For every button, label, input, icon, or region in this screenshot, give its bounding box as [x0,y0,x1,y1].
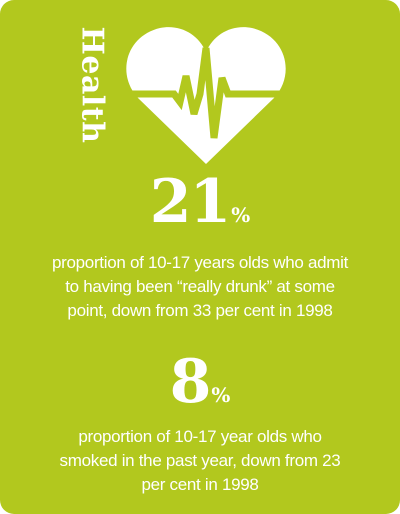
stat-drunk-value: 21 [149,167,231,237]
health-heading-text: Health [74,26,109,144]
stat-smoked-description-line: per cent in 1998 [141,475,259,494]
stat-drunk-description-line: to having been “really drunk” at some [65,277,335,296]
heartbeat-heart-icon [126,27,286,164]
stat-smoked-description: proportion of 10-17 year olds who smoked… [0,425,400,497]
stat-smoked: 8% [0,352,400,412]
stat-smoked-description-line: smoked in the past year, down from 23 [59,451,341,470]
stat-drunk-unit: % [231,203,251,227]
stat-drunk: 21% [0,172,400,232]
stat-drunk-description-line: proportion of 10-17 years olds who admit [51,253,349,272]
stat-smoked-unit: % [211,383,231,407]
health-heading: Health [74,20,109,150]
stat-smoked-description-line: proportion of 10-17 year olds who [78,427,322,446]
stat-smoked-value: 8 [169,347,212,417]
stat-drunk-description-line: point, down from 33 per cent in 1998 [67,301,333,320]
stat-drunk-description: proportion of 10-17 years olds who admit… [0,251,400,323]
